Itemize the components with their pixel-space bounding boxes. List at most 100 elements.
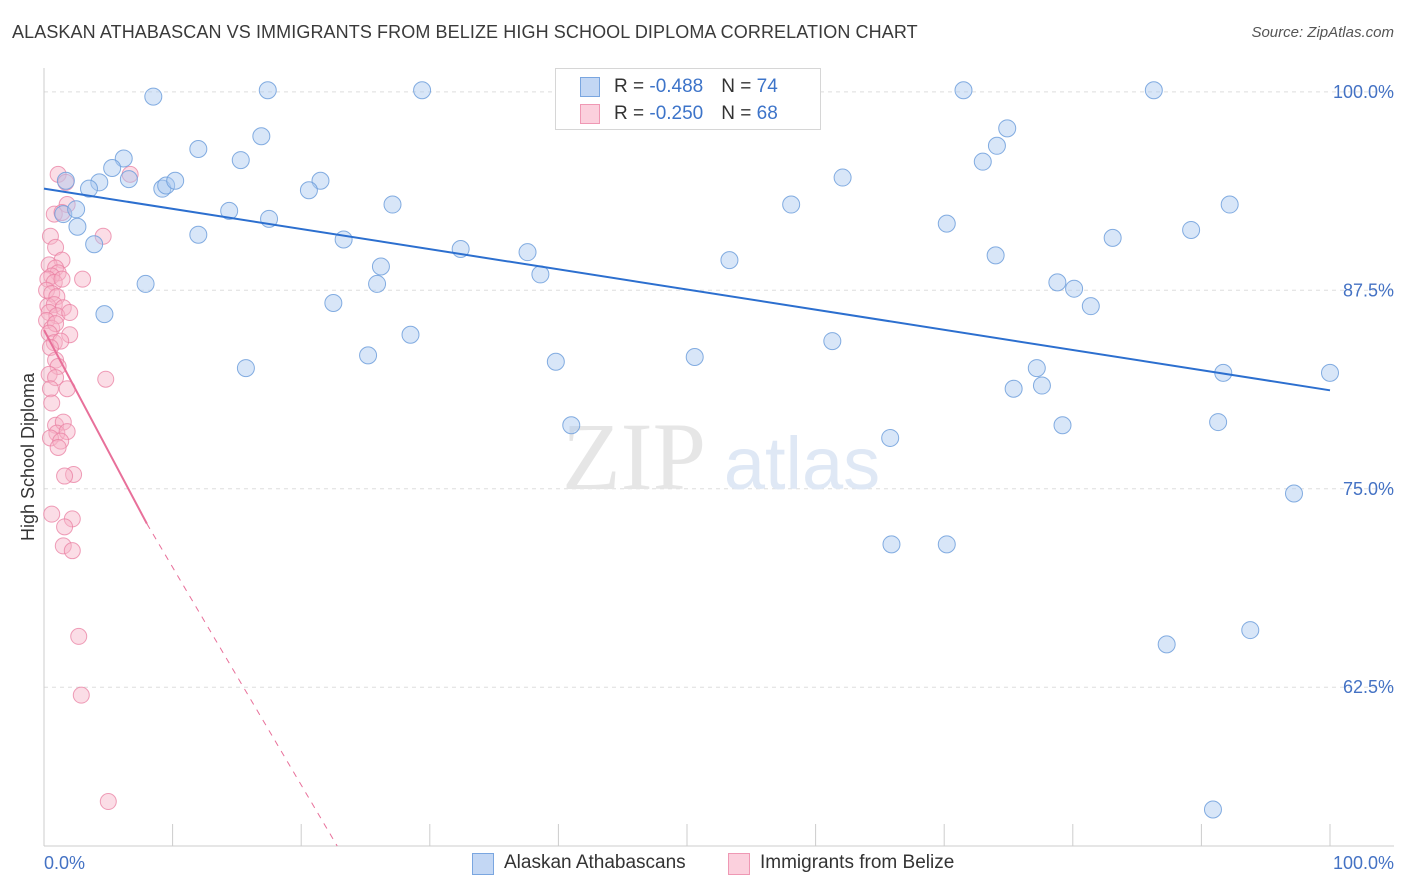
data-point-athabascan xyxy=(986,246,1005,265)
data-point-belize xyxy=(99,793,117,811)
data-point-athabascan xyxy=(1321,363,1339,382)
data-point-athabascan xyxy=(136,274,155,293)
watermark-zip: ZIP xyxy=(562,403,706,510)
bottom-legend-swatch-pink xyxy=(728,853,750,875)
data-point-athabascan xyxy=(1144,81,1163,100)
data-point-athabascan xyxy=(67,200,86,219)
data-point-belize xyxy=(61,304,79,322)
data-point-athabascan xyxy=(371,257,390,276)
data-point-athabascan xyxy=(562,416,581,435)
data-point-athabascan xyxy=(954,81,973,100)
data-point-athabascan xyxy=(1027,359,1046,378)
data-point-athabascan xyxy=(401,325,420,344)
data-point-belize xyxy=(56,518,74,536)
data-point-belize xyxy=(41,380,59,398)
trend-line-athabascans xyxy=(43,187,1331,392)
y-axis-label: High School Diploma xyxy=(18,372,38,541)
data-point-athabascan xyxy=(311,171,330,190)
data-point-belize xyxy=(52,332,70,350)
legend-swatch-pink xyxy=(580,104,600,124)
series-immigrants-from-belize xyxy=(38,165,139,811)
data-point-athabascan xyxy=(987,136,1006,155)
data-point-athabascan xyxy=(119,170,138,189)
legend-r-value: -0.488 xyxy=(649,76,704,97)
data-point-athabascan xyxy=(937,214,956,233)
data-point-athabascan xyxy=(518,243,537,262)
data-point-belize xyxy=(58,423,76,441)
data-point-athabascan xyxy=(359,346,378,365)
gridlines xyxy=(44,91,1394,688)
legend-r-label: R = xyxy=(614,103,650,124)
data-point-athabascan xyxy=(782,195,801,214)
data-point-athabascan xyxy=(1284,484,1303,503)
data-point-athabascan xyxy=(1241,621,1260,640)
data-point-athabascan xyxy=(95,305,114,324)
data-point-belize xyxy=(70,627,88,645)
data-point-athabascan xyxy=(324,293,343,312)
series-alaskan-athabascans xyxy=(54,81,1339,819)
data-point-belize xyxy=(43,284,61,302)
data-point-athabascan xyxy=(80,179,99,198)
axes xyxy=(43,68,1394,847)
data-point-belize xyxy=(61,326,79,344)
trend-line-belize xyxy=(43,329,148,525)
data-point-athabascan xyxy=(882,535,901,554)
data-point-belize xyxy=(97,370,115,388)
legend-r-label: R = xyxy=(614,76,650,97)
data-point-athabascan xyxy=(157,176,176,195)
data-point-belize xyxy=(43,394,61,412)
legend-text-pink: R = -0.250 N = 68 xyxy=(614,103,778,125)
bottom-legend-label-blue: Alaskan Athabascans xyxy=(504,852,686,873)
data-point-athabascan xyxy=(998,119,1017,138)
data-point-belize xyxy=(56,467,74,485)
data-point-athabascan xyxy=(258,81,277,100)
data-point-athabascan xyxy=(1081,297,1100,316)
data-point-athabascan xyxy=(823,332,842,351)
chart-title: ALASKAN ATHABASCAN VS IMMIGRANTS FROM BE… xyxy=(12,22,918,42)
data-point-athabascan xyxy=(220,201,239,220)
data-point-belize xyxy=(53,270,71,288)
source-credit: Source: ZipAtlas.com xyxy=(1251,24,1394,41)
legend-text-blue: R = -0.488 N = 74 xyxy=(614,76,778,98)
data-point-belize xyxy=(65,465,83,483)
data-point-athabascan xyxy=(368,274,387,293)
data-point-athabascan xyxy=(85,235,104,254)
data-point-athabascan xyxy=(231,151,250,170)
trend-lines xyxy=(43,187,1331,847)
data-point-athabascan xyxy=(252,127,271,146)
y-tick-labels: 62.5% 75.0% 87.5% 100.0% xyxy=(1333,82,1394,697)
data-point-athabascan xyxy=(937,535,956,554)
data-point-belize xyxy=(54,413,72,431)
data-point-athabascan xyxy=(1203,800,1222,819)
legend-n-label: N = xyxy=(721,103,757,124)
data-point-athabascan xyxy=(546,352,565,371)
data-point-athabascan xyxy=(236,359,255,378)
data-point-athabascan xyxy=(68,217,87,236)
y-tick-label: 75.0% xyxy=(1343,479,1394,499)
data-point-athabascan xyxy=(881,428,900,447)
correlation-legend: R = -0.488 N = 74 R = -0.250 N = 68 xyxy=(555,68,821,130)
legend-swatch-blue xyxy=(580,77,600,97)
x-tick-label-min: 0.0% xyxy=(44,853,85,873)
data-point-athabascan xyxy=(1065,279,1084,298)
data-point-athabascan xyxy=(144,87,163,106)
data-point-athabascan xyxy=(685,347,704,366)
bottom-legend-label-pink: Immigrants from Belize xyxy=(760,852,955,873)
data-point-athabascan xyxy=(973,152,992,171)
data-point-athabascan xyxy=(90,173,109,192)
data-point-athabascan xyxy=(103,159,122,178)
data-point-athabascan xyxy=(189,225,208,244)
data-point-belize xyxy=(72,686,90,704)
y-tick-label: 100.0% xyxy=(1333,82,1394,102)
data-point-belize xyxy=(74,270,92,288)
data-point-athabascan xyxy=(166,171,185,190)
data-point-belize xyxy=(94,227,112,245)
data-point-belize xyxy=(47,369,65,387)
legend-n-value: 68 xyxy=(756,103,778,124)
data-point-athabascan xyxy=(1032,376,1051,395)
data-point-athabascan xyxy=(383,195,402,214)
data-point-athabascan xyxy=(1182,220,1201,239)
data-point-athabascan xyxy=(1004,379,1023,398)
data-point-belize xyxy=(47,315,65,333)
